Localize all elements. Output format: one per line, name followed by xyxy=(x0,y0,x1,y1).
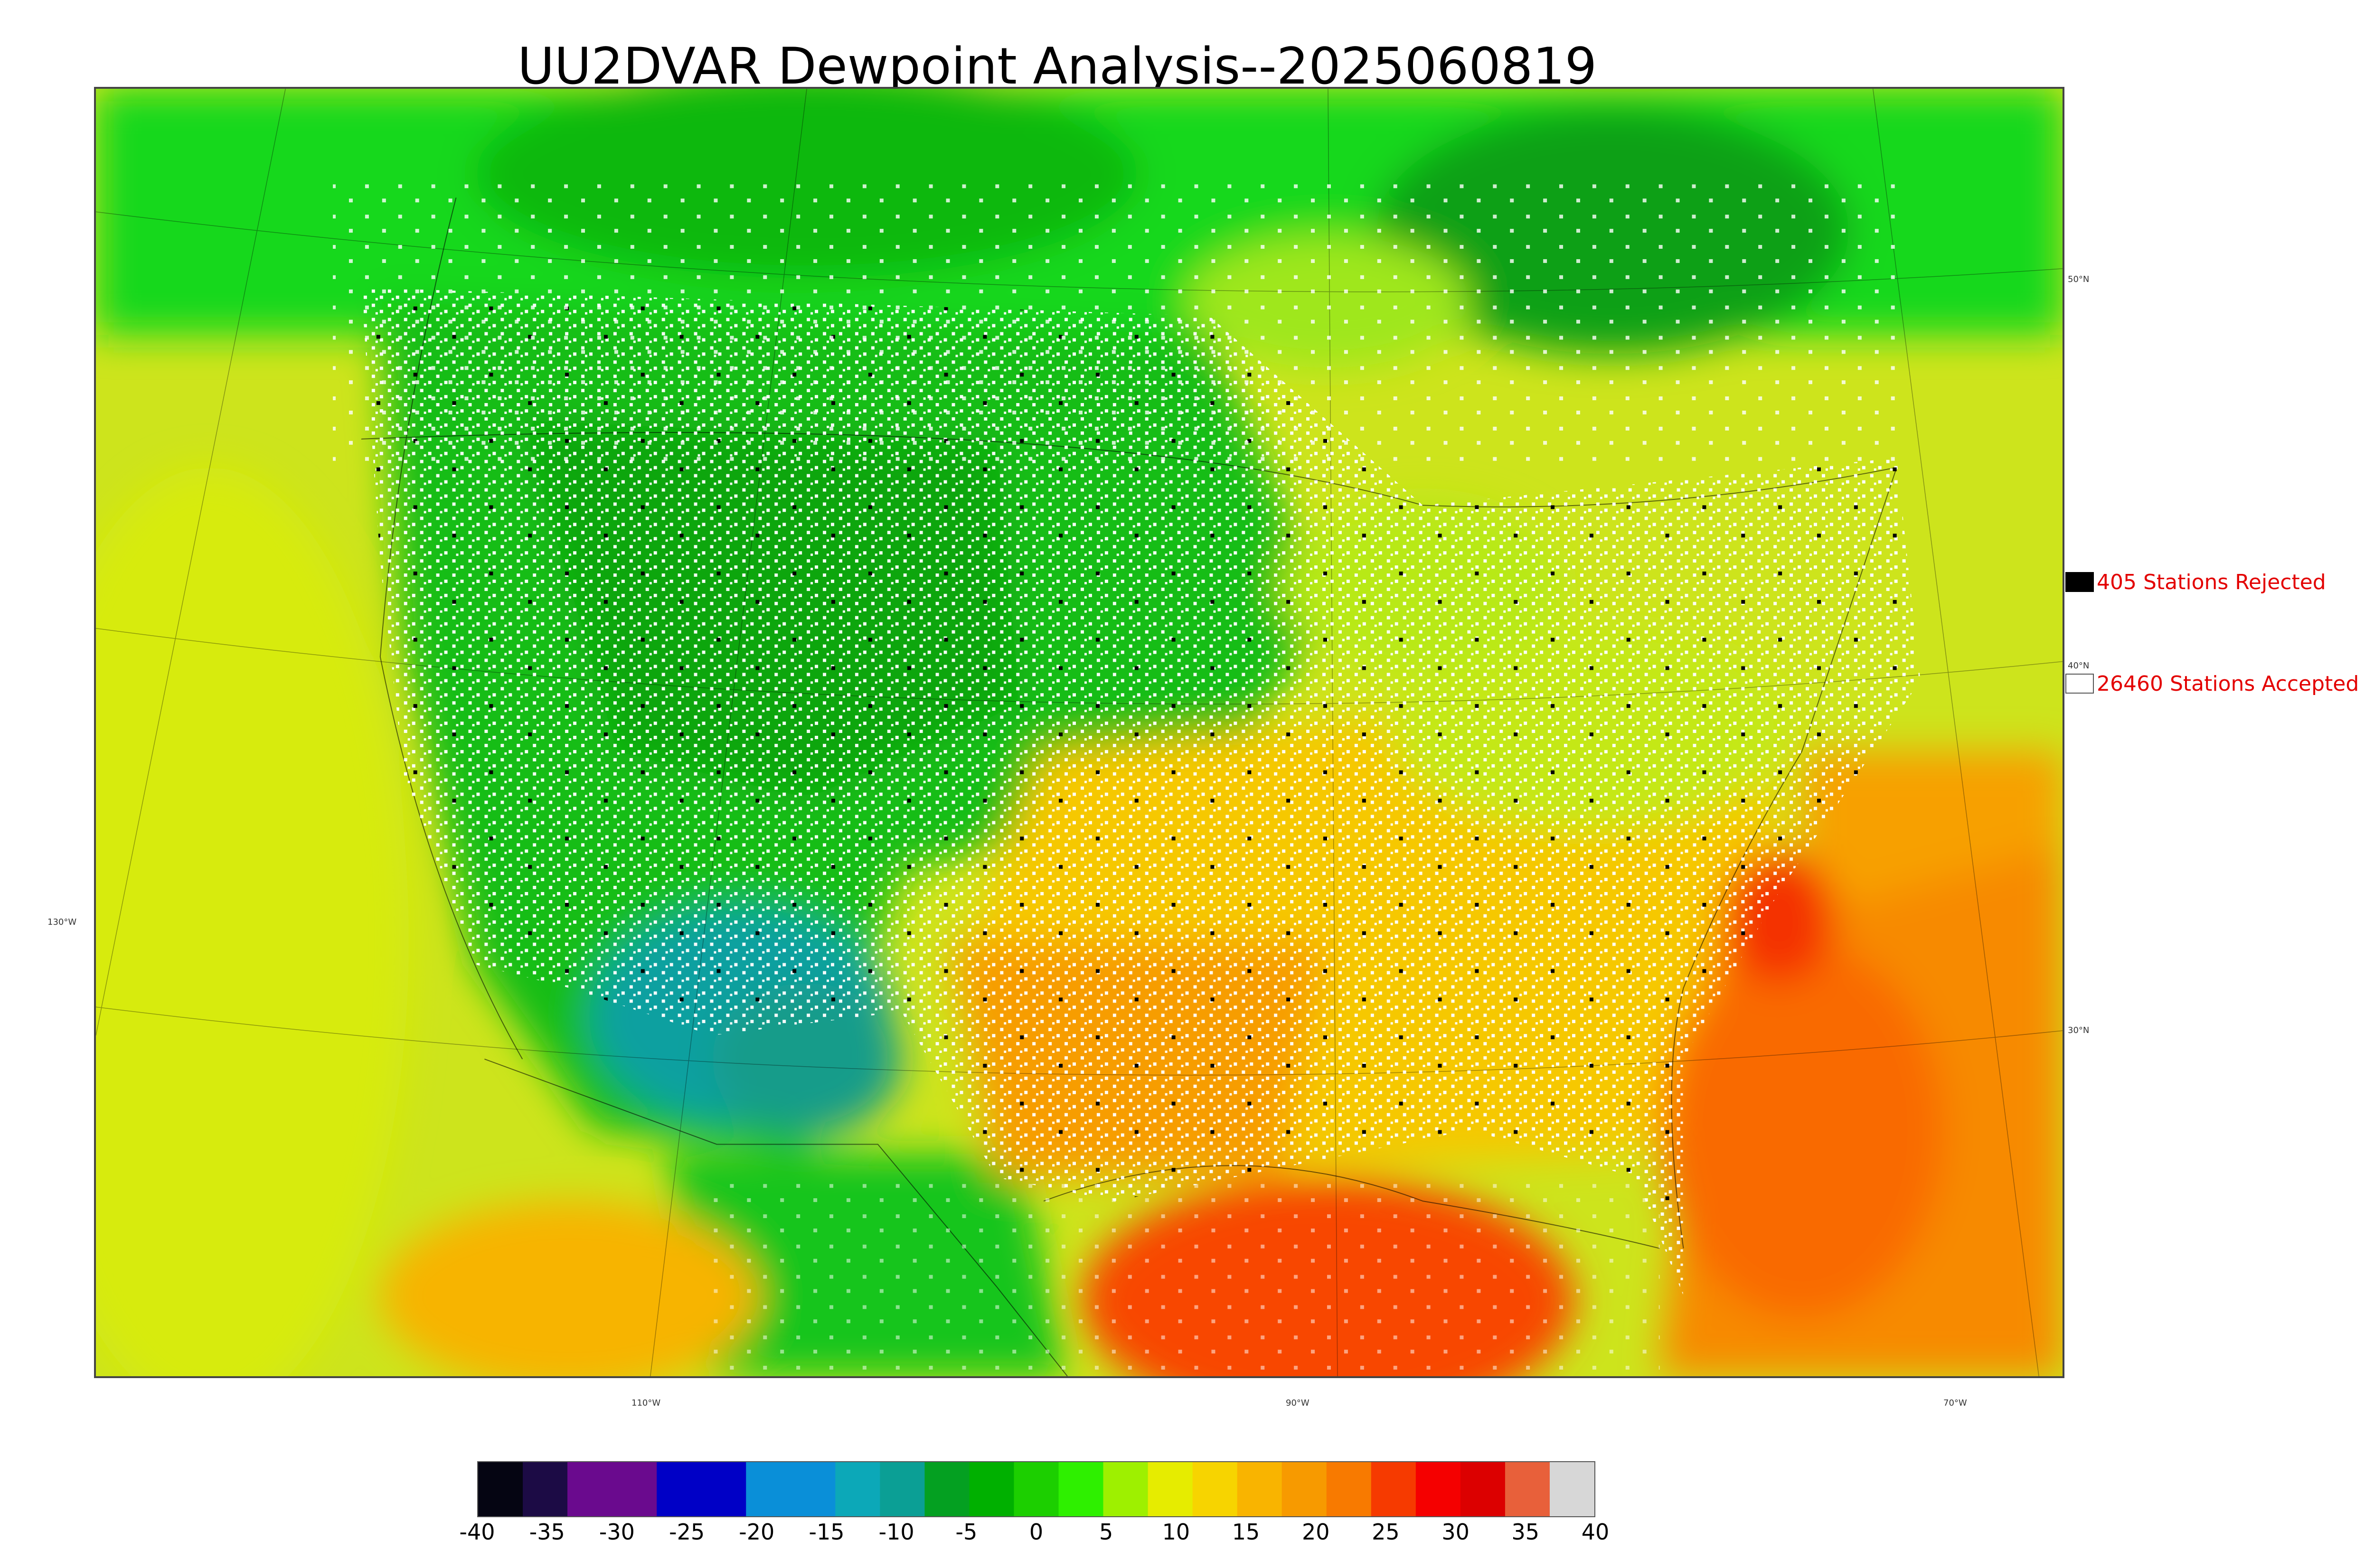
colorbar-segment xyxy=(969,1462,1015,1516)
colorbar-segment xyxy=(1281,1462,1327,1516)
colorbar-tick-label: -30 xyxy=(599,1519,635,1545)
dewpoint-map xyxy=(94,87,2064,1378)
colorbar-tick-label: 15 xyxy=(1232,1519,1260,1545)
colorbar-tick-label: -40 xyxy=(459,1519,495,1545)
colorbar-segment xyxy=(523,1462,568,1516)
accepted-swatch xyxy=(2065,674,2094,694)
colorbar-segment xyxy=(478,1462,524,1516)
colorbar-segment xyxy=(567,1462,613,1516)
lat-label-30n: 30°N xyxy=(2068,1025,2090,1035)
colorbar-tick-label: -15 xyxy=(809,1519,845,1545)
lat-label-50n: 50°N xyxy=(2068,274,2090,284)
colorbar-segment xyxy=(746,1462,791,1516)
colorbar-segment xyxy=(1505,1462,1550,1516)
colorbar-tick-label: -5 xyxy=(955,1519,978,1545)
colorbar-segment xyxy=(1148,1462,1193,1516)
colorbar-tick-label: 0 xyxy=(1029,1519,1044,1545)
lon-label-90w: 90°W xyxy=(1286,1398,1309,1408)
map-title: UU2DVAR Dewpoint Analysis--2025060819 xyxy=(518,37,1597,95)
colorbar-segment xyxy=(1371,1462,1416,1516)
colorbar-segment xyxy=(1014,1462,1059,1516)
colorbar-segment xyxy=(701,1462,747,1516)
colorbar-segment xyxy=(1549,1462,1594,1516)
rejected-swatch xyxy=(2065,572,2094,592)
colorbar-segment xyxy=(1326,1462,1372,1516)
legend-rejected-label: 405 Stations Rejected xyxy=(2097,570,2326,594)
colorbar-tick-label: 35 xyxy=(1511,1519,1540,1545)
colorbar-tick-label: 10 xyxy=(1162,1519,1190,1545)
lon-label-70w: 70°W xyxy=(1943,1398,1967,1408)
colorbar-gradient xyxy=(478,1462,1594,1516)
colorbar-tick-label: 5 xyxy=(1099,1519,1113,1545)
colorbar-tick-label: 20 xyxy=(1301,1519,1330,1545)
colorbar-segment xyxy=(657,1462,702,1516)
lon-label-110w: 110°W xyxy=(631,1398,661,1408)
colorbar-segment xyxy=(1058,1462,1104,1516)
colorbar-segment xyxy=(880,1462,925,1516)
colorbar-tick-label: -25 xyxy=(669,1519,705,1545)
colorbar-segment xyxy=(1415,1462,1461,1516)
colorbar-tick-label: -35 xyxy=(529,1519,565,1545)
colorbar xyxy=(477,1461,1595,1517)
colorbar-tick-label: -20 xyxy=(739,1519,775,1545)
colorbar-segment xyxy=(1103,1462,1149,1516)
colorbar-tick-label: 25 xyxy=(1372,1519,1400,1545)
legend-rejected: 405 Stations Rejected xyxy=(2065,568,2326,596)
colorbar-segment xyxy=(791,1462,836,1516)
legend-accepted-label: 26460 Stations Accepted xyxy=(2097,671,2359,696)
colorbar-tick-label: -10 xyxy=(878,1519,914,1545)
colorbar-segment xyxy=(924,1462,970,1516)
colorbar-segment xyxy=(1192,1462,1238,1516)
colorbar-tick-label: 40 xyxy=(1581,1519,1610,1545)
colorbar-segment xyxy=(1460,1462,1506,1516)
colorbar-segment xyxy=(612,1462,658,1516)
dewpoint-analysis-field xyxy=(96,89,2063,1376)
legend-accepted: 26460 Stations Accepted xyxy=(2065,669,2359,698)
colorbar-segment xyxy=(1237,1462,1282,1516)
lon-label-130w: 130°W xyxy=(47,917,77,927)
colorbar-tick-label: 30 xyxy=(1441,1519,1470,1545)
lat-label-40n: 40°N xyxy=(2068,661,2090,671)
colorbar-segment xyxy=(835,1462,881,1516)
